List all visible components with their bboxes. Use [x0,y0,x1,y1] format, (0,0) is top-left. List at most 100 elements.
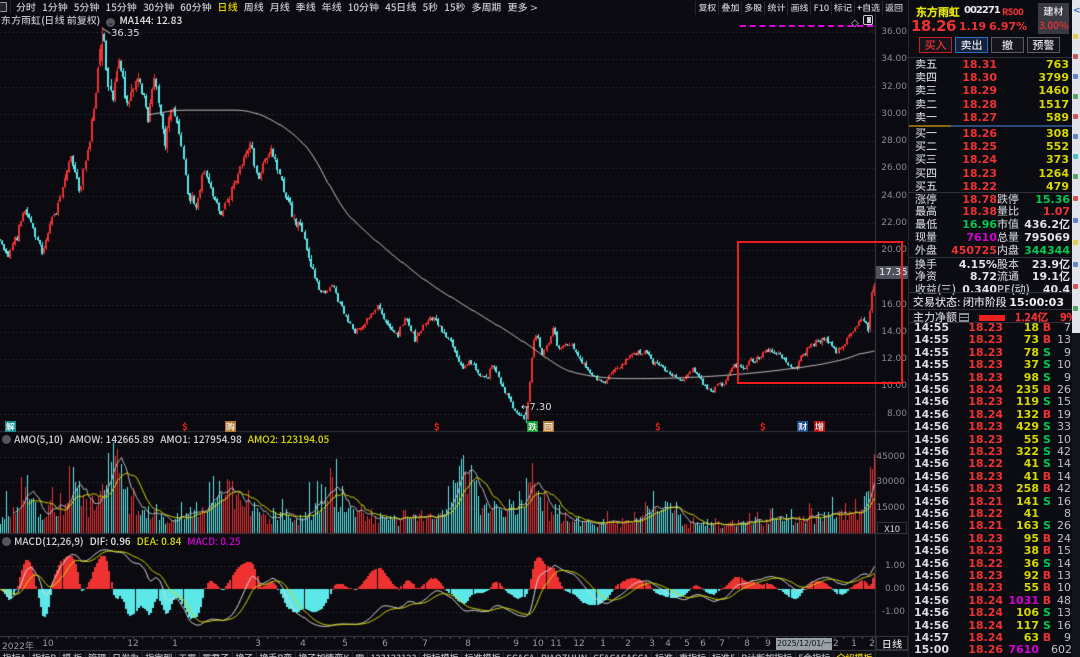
cancel-button[interactable]: 撤 [991,37,1024,53]
template-tab-工震[interactable]: 工震 [176,652,200,657]
window-icon[interactable] [0,2,7,12]
template-tab-标准5[interactable]: 标准5 [710,652,739,657]
book-price[interactable]: 18.23 [962,166,997,180]
period-tab-10分钟[interactable]: 10分钟 [347,0,380,14]
dock-icon[interactable] [1073,218,1078,223]
period-tab-15分钟[interactable]: 15分钟 [105,0,137,14]
menu-复权[interactable]: 复权 [695,1,718,15]
template-tab-123123123[interactable]: 123123123 [368,652,420,657]
buy-button[interactable]: 买入 [919,37,952,53]
industry-box[interactable]: 建材 3.00% [1038,3,1069,34]
period-tab-年线[interactable]: 年线 [321,0,342,14]
period-indicator-box[interactable]: 日线 [876,636,908,650]
template-tab-B计断加指标[interactable]: B计断加指标 [739,652,796,657]
event-marker-$[interactable]: $ [655,420,661,433]
period-tab-30分钟[interactable]: 30分钟 [142,0,175,14]
book-price[interactable]: 18.22 [962,180,997,194]
template-tab-日发为[interactable]: 日发为 [110,652,143,657]
template-tab-CFACASASCA[interactable]: CFACASASCA [591,652,653,657]
book-price[interactable]: 18.26 [962,126,997,140]
period-tab-15秒[interactable]: 15秒 [444,0,466,14]
event-marker-跌[interactable]: 跌 [527,420,538,433]
event-marker-增[interactable]: 增 [814,420,825,433]
template-tab-雳君了[interactable]: 雳君了 [200,652,233,657]
template-tab-5合指标[interactable]: 5合指标 [796,652,834,657]
template-tab-标准模板[interactable]: 标准模板 [462,652,504,657]
event-marker-回[interactable]: 回 [543,420,554,433]
kline-volume-macd-canvas[interactable] [0,0,908,657]
event-marker-购[interactable]: 购 [225,420,236,433]
template-tab-换了[interactable]: 换了 [233,652,257,657]
macd-pane-header[interactable]: MACD(12,26,9) DIF: 0.96 DEA: 0.84 MACD: 0.2… [2,535,246,546]
annotation-rectangle[interactable] [737,241,903,384]
template-tab-指标B[interactable]: 指标B [30,652,60,657]
period-tab-多周期[interactable]: 多周期 [471,0,502,14]
dock-icon[interactable] [1073,240,1078,245]
stock-name[interactable]: 东方雨虹 [916,4,960,20]
period-tab-分时[interactable]: 分时 [16,0,36,14]
menu-+自选[interactable]: +自选 [853,1,882,15]
menu-多股[interactable]: 多股 [741,1,764,15]
event-marker-$[interactable]: $ [760,420,766,433]
template-tab-重指标[interactable]: 重指标 [677,652,710,657]
dock-icon[interactable] [1073,74,1078,79]
period-tab-月线[interactable]: 月线 [269,0,290,14]
period-tab-45日线[interactable]: 45日线 [385,0,417,14]
dock-icon[interactable] [1073,262,1078,267]
dock-icon[interactable] [1073,154,1078,159]
template-tab-雲[interactable]: 雲 [353,652,368,657]
indicator-toggle-icon[interactable]: ⌄ [106,17,116,28]
menu-F10[interactable]: F10 [810,1,830,15]
drawn-dashed-line[interactable] [740,25,873,27]
template-tab-SCACA[interactable]: SCACA [504,652,539,657]
template-tab-介绍模板[interactable]: 介绍模板 [834,652,876,657]
book-price[interactable]: 18.31 [962,57,997,71]
event-marker-$[interactable]: $ [434,420,440,433]
template-tab-换手B变[interactable]: 换手B变 [257,652,296,657]
period-tab-1分钟[interactable]: 1分钟 [42,0,68,14]
menu-标记[interactable]: 标记 [830,1,854,15]
dock-icon[interactable] [1073,114,1078,119]
period-tab-周线[interactable]: 周线 [243,0,264,14]
event-marker-$[interactable]: $ [182,420,188,433]
book-price[interactable]: 18.29 [962,84,997,98]
book-price[interactable]: 18.24 [962,153,997,167]
period-tab-更多 >[interactable]: 更多 > [507,0,539,14]
dock-icon[interactable] [1073,174,1078,179]
dock-icon[interactable] [1073,34,1078,39]
period-tab-60分钟[interactable]: 60分钟 [180,0,212,14]
dock-icon[interactable] [1073,306,1078,311]
template-tab-换了加情变K[interactable]: 换了加情变K [296,652,353,657]
template-tab-指标A[interactable]: 指标A [0,652,30,657]
book-price[interactable]: 18.30 [962,70,997,84]
template-tab-指标模板[interactable]: 指标模板 [420,652,462,657]
book-price[interactable]: 18.25 [962,139,997,153]
template-tab-模 板[interactable]: 模 板 [60,652,86,657]
tick-list[interactable]: 14:55 18.23 18 B 7 14:55 18.23 73 B 13 14:55 18.23 7… [909,322,1073,657]
alert-button[interactable]: 预警 [1027,37,1060,53]
split-square-icon[interactable] [863,15,873,25]
period-tab-日线[interactable]: 日线 [217,0,238,14]
menu-叠加[interactable]: 叠加 [718,1,741,15]
diamond-icon[interactable]: ◇ [851,14,859,29]
period-tab-季线[interactable]: 季线 [295,0,316,14]
template-tab-标准[interactable]: 标准 [652,652,677,657]
period-tab-5分钟[interactable]: 5分钟 [73,0,100,14]
dock-icon[interactable] [1073,196,1078,201]
menu-统计[interactable]: 统计 [764,1,787,15]
dock-icon[interactable] [1073,54,1078,59]
menu-返回[interactable]: 返回 [881,1,905,15]
amo-pane-header[interactable]: AMO(5,10) AMOW: 142665.89 AMO1: 127954.98 A… [2,433,335,444]
template-tab-指定到[interactable]: 指定到 [143,652,176,657]
event-marker-财[interactable]: 财 [797,420,808,433]
collapse-chevron-icon[interactable]: < [1073,6,1080,16]
sell-button[interactable]: 卖出 [955,37,988,53]
book-price[interactable]: 18.27 [962,111,997,125]
dock-icon[interactable] [1073,134,1078,139]
dock-icon[interactable] [1073,94,1078,99]
menu-画线[interactable]: 画线 [787,1,810,15]
book-price[interactable]: 18.28 [962,97,997,111]
period-tab-5秒[interactable]: 5秒 [422,0,439,14]
dock-icon[interactable] [1073,284,1078,289]
event-marker-解[interactable]: 解 [5,420,16,433]
